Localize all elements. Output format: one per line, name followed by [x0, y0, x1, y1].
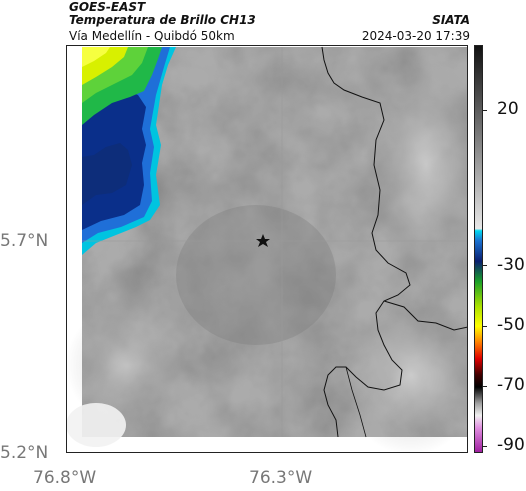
title-satellite: GOES-EAST [69, 0, 146, 14]
colorbar-label: -30 [497, 255, 525, 275]
title-product: Temperatura de Brillo CH13 [69, 13, 256, 27]
title-region: Vía Medellín - Quibdó 50km [69, 29, 235, 43]
boundary-line [383, 300, 468, 331]
colorbar-tick [483, 265, 487, 266]
boundary-line [345, 366, 367, 438]
star-icon [256, 234, 270, 247]
colorbar-tick [483, 446, 487, 447]
colorbar-label: -50 [497, 315, 525, 335]
colorbar [474, 45, 483, 453]
colorbar-gradient [475, 46, 482, 452]
lon-tick-label: 76.3°W [249, 468, 313, 488]
colorbar-label: -90 [497, 435, 525, 455]
colorbar-tick [483, 326, 487, 327]
brightness-temperature-map [66, 45, 468, 453]
organization-label: SIATA [432, 13, 470, 27]
lat-tick-label: 5.7°N [0, 231, 49, 251]
colorbar-tick [483, 386, 487, 387]
datetime-label: 2024-03-20 17:39 [361, 29, 470, 43]
lon-tick-label: 76.8°W [33, 468, 97, 488]
colorbar-label: -70 [497, 375, 525, 395]
lat-tick-label: 5.2°N [0, 443, 49, 463]
boundary-line [321, 46, 411, 438]
map-panel [66, 45, 468, 453]
colorbar-label: 20 [497, 99, 519, 119]
colorbar-tick [483, 110, 487, 111]
